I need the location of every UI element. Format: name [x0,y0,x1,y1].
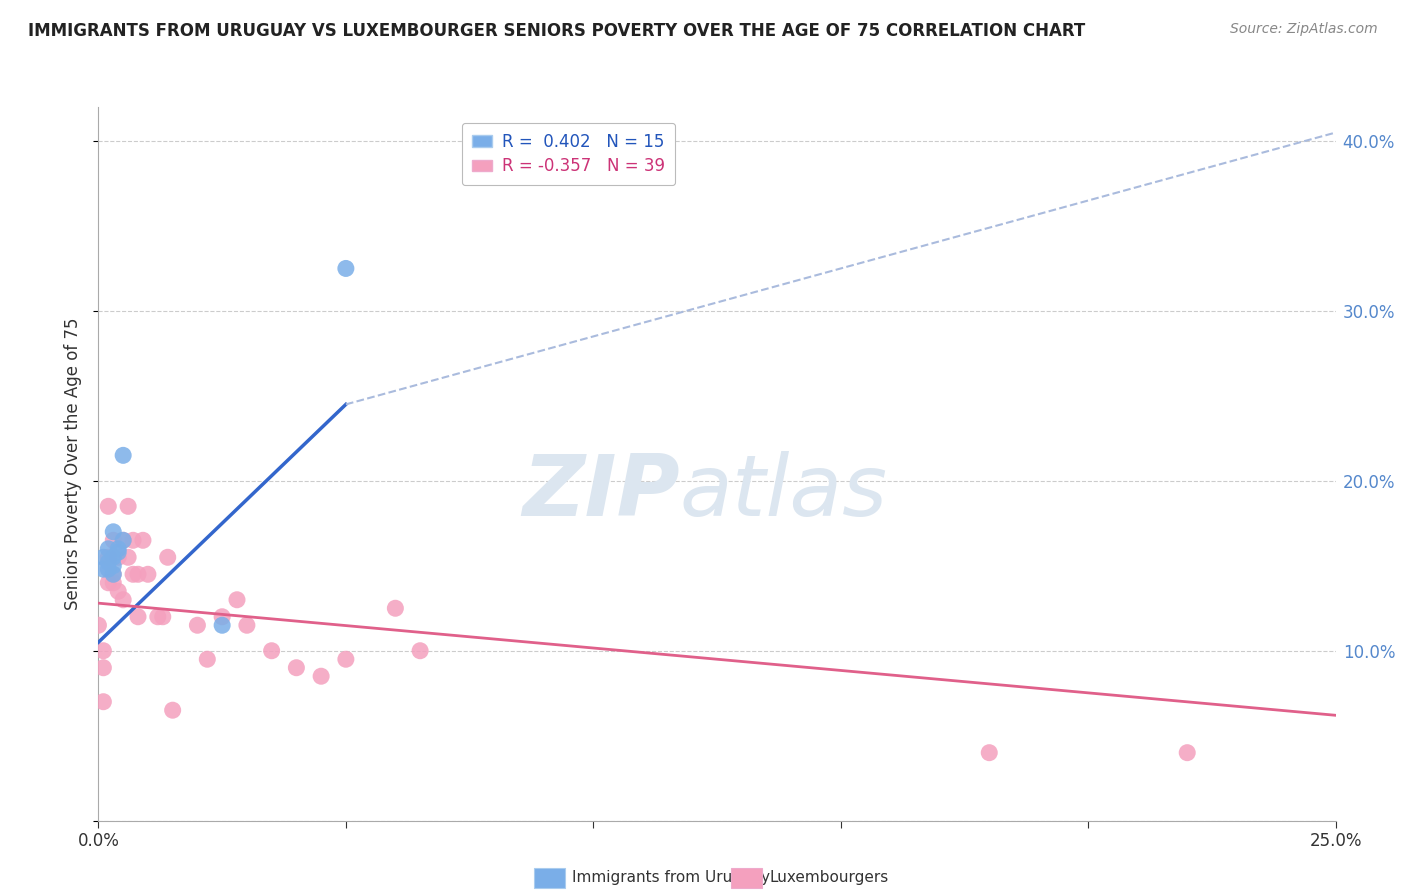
Point [236,618,259,632]
Point [122,533,145,548]
Point [335,652,357,666]
Point [112,448,135,462]
Point [152,609,174,624]
Point [112,533,135,548]
Point [107,541,129,556]
Y-axis label: Seniors Poverty Over the Age of 75: Seniors Poverty Over the Age of 75 [65,318,83,610]
Point [979,746,1001,760]
Point [97,575,120,590]
Text: Luxembourgers: Luxembourgers [769,871,889,885]
Point [93,661,115,675]
Point [156,550,179,565]
Point [117,550,139,565]
Legend: R =  0.402   N = 15, R = -0.357   N = 39: R = 0.402 N = 15, R = -0.357 N = 39 [463,122,675,186]
Point [87,618,110,632]
Point [195,652,218,666]
Point [112,533,135,548]
Point [103,567,125,582]
Point [132,533,155,548]
Point [107,550,129,565]
Point [107,545,129,559]
Point [211,618,233,632]
Point [122,567,145,582]
Point [309,669,332,683]
Point [127,567,149,582]
Point [136,567,159,582]
Point [226,592,249,607]
Point [103,567,125,582]
Point [93,644,115,658]
Point [93,550,115,565]
Text: atlas: atlas [681,450,889,534]
Point [97,541,120,556]
Point [384,601,406,615]
Point [1175,746,1198,760]
Point [186,618,208,632]
Point [103,550,125,565]
Point [107,584,129,599]
Point [93,562,115,576]
Text: ZIP: ZIP [522,450,681,534]
Point [93,695,115,709]
Point [260,644,283,658]
Text: Source: ZipAtlas.com: Source: ZipAtlas.com [1230,22,1378,37]
Point [97,500,120,514]
Point [103,558,125,573]
Point [112,592,135,607]
Text: Immigrants from Uruguay: Immigrants from Uruguay [572,871,770,885]
Point [409,644,432,658]
Point [211,609,233,624]
Point [103,524,125,539]
Point [162,703,184,717]
Point [335,261,357,276]
Point [285,661,308,675]
Point [97,550,120,565]
Point [146,609,169,624]
Point [103,575,125,590]
Point [97,555,120,569]
Point [103,533,125,548]
Text: IMMIGRANTS FROM URUGUAY VS LUXEMBOURGER SENIORS POVERTY OVER THE AGE OF 75 CORRE: IMMIGRANTS FROM URUGUAY VS LUXEMBOURGER … [28,22,1085,40]
Point [117,500,139,514]
Point [127,609,149,624]
Point [97,562,120,576]
